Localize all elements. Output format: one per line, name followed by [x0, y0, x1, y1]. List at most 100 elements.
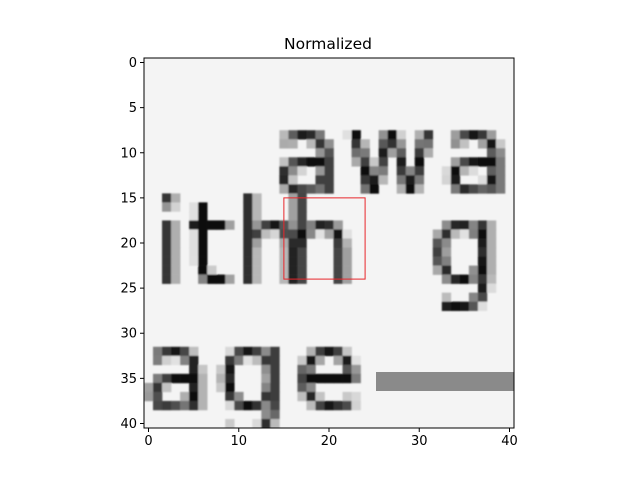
heatmap-cell: [432, 247, 443, 257]
heatmap-cell: [468, 301, 479, 311]
heatmap-cell: [414, 175, 425, 185]
heatmap-cell: [297, 247, 307, 257]
heatmap-cell: [225, 355, 235, 366]
heatmap-cell: [405, 184, 416, 194]
heatmap-cell: [351, 391, 361, 402]
heatmap-cell: [243, 247, 253, 257]
heatmap-cell: [162, 193, 172, 203]
heatmap-cell: [297, 211, 307, 221]
heatmap-cell: [180, 400, 190, 411]
heatmap-cell: [306, 184, 316, 194]
axes: 0 10 20 30 40 0 5 10 15 20 25 30 35 40: [120, 56, 517, 449]
y-tick-label: 25: [120, 282, 137, 297]
heatmap-cell: [360, 148, 370, 158]
x-tick-label: 10: [230, 434, 247, 449]
heatmap-cell: [171, 265, 181, 275]
heatmap-cell: [297, 157, 307, 167]
heatmap-cell: [351, 148, 361, 158]
heatmap-cell: [441, 292, 452, 302]
heatmap-cell: [486, 265, 497, 275]
heatmap-cell: [414, 166, 425, 176]
heatmap-cell: [477, 274, 488, 284]
y-tick-label: 5: [129, 101, 137, 116]
heatmap-cell: [477, 301, 488, 311]
heatmap-cell: [279, 184, 289, 194]
heatmap-cell: [162, 220, 172, 230]
heatmap-cell: [171, 400, 181, 411]
y-tick-label: 35: [120, 372, 137, 387]
heatmap-cell: [306, 364, 316, 375]
heatmap-cell: [297, 184, 307, 194]
heatmap-cell: [486, 139, 497, 149]
heatmap-cell: [270, 418, 280, 428]
heatmap-cell: [450, 220, 461, 230]
heatmap-cell: [198, 229, 208, 239]
heatmap-cell: [153, 346, 163, 357]
heatmap-cell: [495, 184, 506, 194]
heatmap-cell: [315, 346, 325, 357]
heatmap-cell: [234, 391, 244, 402]
heatmap-cell: [252, 211, 262, 221]
heatmap-cell: [360, 175, 370, 185]
heatmap-cell: [171, 247, 181, 257]
heatmap-cell: [315, 355, 325, 366]
heatmap-cell: [252, 355, 262, 366]
heatmap-cell: [297, 238, 307, 248]
heatmap-cell: [324, 184, 334, 194]
heatmap-cell: [180, 391, 190, 402]
heatmap-cell: [459, 184, 470, 194]
heatmap-cell: [162, 274, 172, 284]
dash-stroke: [376, 372, 514, 391]
heatmap-cell: [189, 238, 199, 248]
heatmap-cell: [486, 256, 497, 266]
highlight-rectangle: [283, 197, 366, 280]
heatmap-cell: [180, 346, 190, 357]
heatmap-cell: [306, 157, 316, 167]
heatmap-cell: [279, 130, 289, 140]
heatmap-cell: [252, 256, 262, 266]
heatmap-cell: [162, 247, 172, 257]
heatmap-cell: [396, 157, 407, 167]
heatmap-cell: [378, 157, 388, 167]
heatmap-cell: [468, 157, 479, 167]
heatmap-cell: [315, 148, 325, 158]
heatmap-cell: [468, 184, 479, 194]
heatmap-cell: [288, 211, 298, 221]
heatmap-cell: [288, 130, 298, 140]
heatmap-cell: [450, 175, 461, 185]
heatmap-cell: [486, 175, 497, 185]
heatmap-cell: [441, 247, 452, 257]
heatmap-cell: [351, 364, 361, 375]
y-tick-label: 40: [120, 417, 137, 432]
heatmap-cell: [324, 166, 334, 176]
heatmap-cell: [189, 247, 199, 257]
heatmap-cell: [225, 364, 235, 375]
heatmap-cell: [333, 229, 343, 239]
heatmap-cell: [342, 130, 352, 140]
heatmap-cell: [441, 229, 452, 239]
heatmap-cell: [324, 139, 334, 149]
heatmap-cell: [216, 220, 226, 230]
heatmap-cell: [270, 364, 280, 375]
heatmap-cell: [198, 373, 208, 384]
heatmap-cell: [369, 157, 379, 167]
heatmap-cell: [342, 346, 352, 357]
heatmap-cell: [198, 364, 208, 375]
heatmap-cell: [477, 283, 488, 293]
heatmap-cell: [306, 220, 316, 230]
heatmap-cell: [297, 220, 307, 230]
heatmap-cell: [378, 148, 388, 158]
heatmap-cell: [216, 382, 226, 393]
heatmap-cell: [252, 238, 262, 248]
heatmap-cell: [306, 373, 316, 384]
heatmap-cell: [297, 256, 307, 266]
heatmap-cell: [315, 175, 325, 185]
heatmap-cell: [342, 265, 352, 275]
heatmap-cell: [306, 355, 316, 366]
heatmap-cell: [468, 292, 479, 302]
heatmap-cell: [468, 265, 479, 275]
heatmap-cell: [450, 229, 461, 239]
heatmap-cell: [288, 220, 298, 230]
heatmap-cell: [342, 256, 352, 266]
heatmap-cell: [162, 355, 172, 366]
